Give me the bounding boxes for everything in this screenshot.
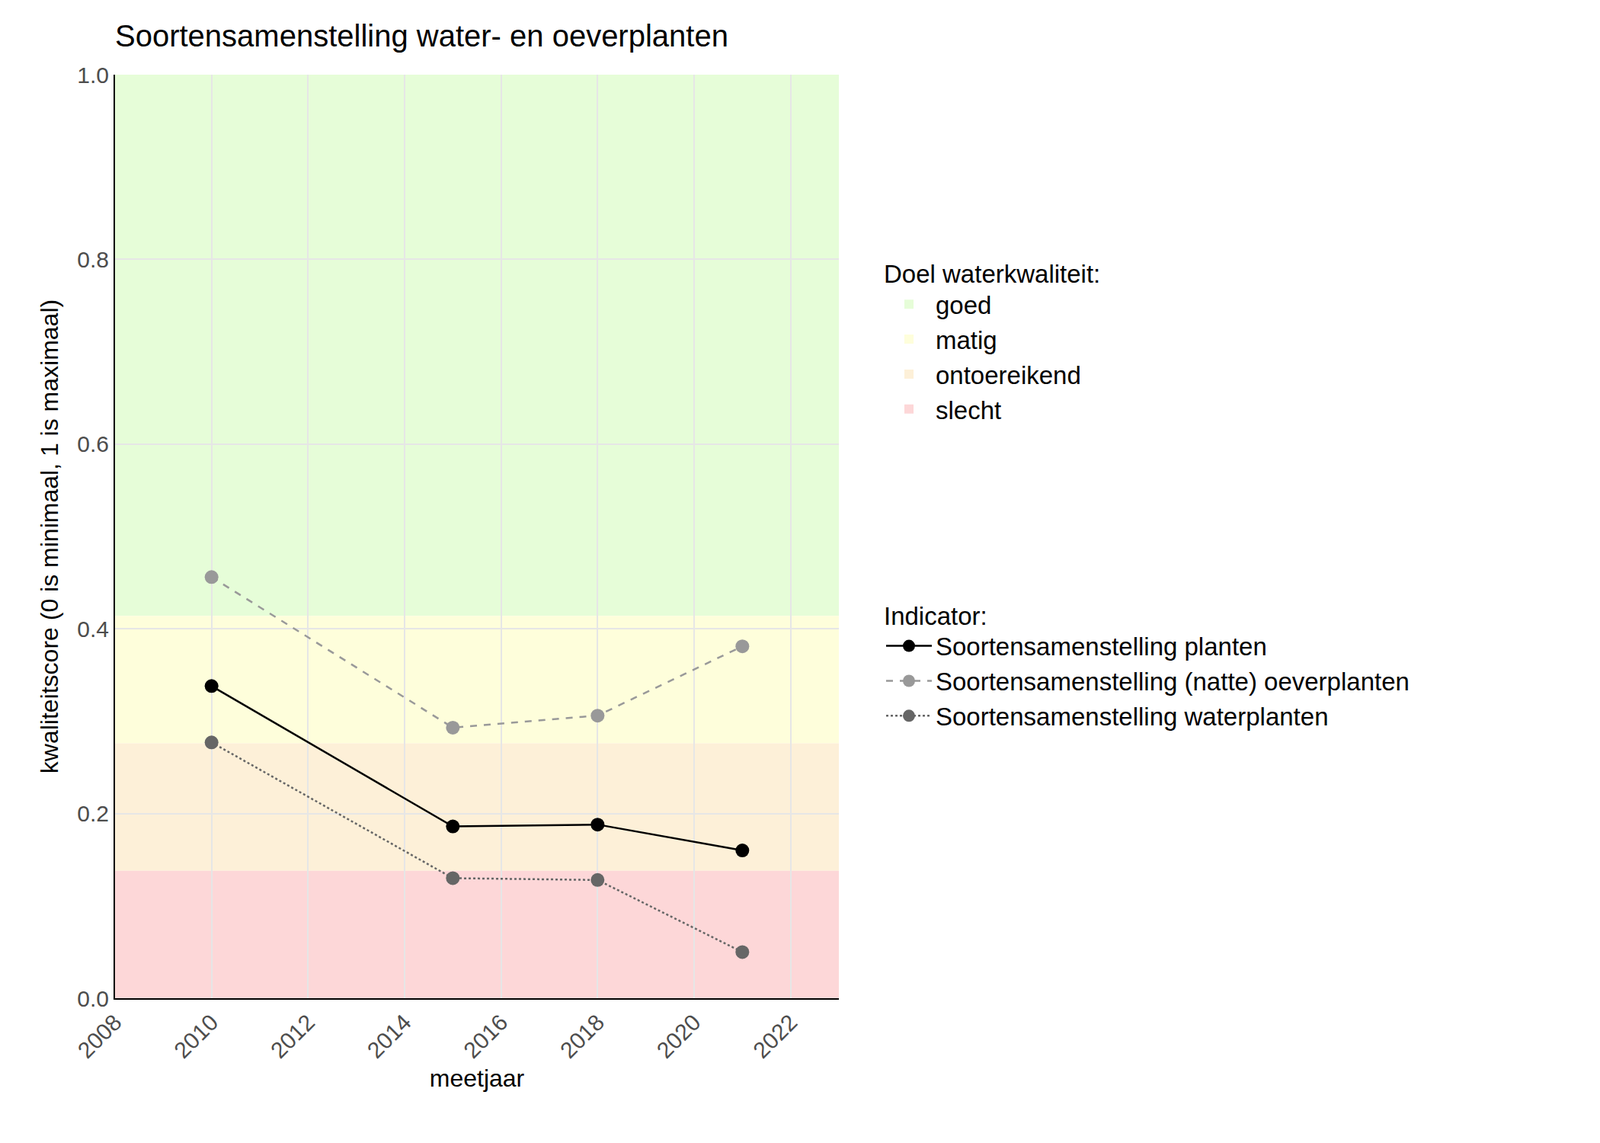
svg-text:slecht: slecht: [935, 396, 1002, 425]
svg-text:0.6: 0.6: [76, 431, 109, 457]
svg-text:2018: 2018: [555, 1009, 610, 1064]
svg-text:Soortensamenstelling (natte) o: Soortensamenstelling (natte) oeverplante…: [935, 667, 1410, 696]
svg-text:2010: 2010: [169, 1009, 224, 1064]
svg-text:ontoereikend: ontoereikend: [935, 361, 1082, 390]
svg-text:0.4: 0.4: [76, 616, 109, 642]
svg-text:2008: 2008: [72, 1009, 127, 1064]
svg-text:1.0: 1.0: [76, 62, 109, 88]
svg-text:goed: goed: [935, 291, 992, 320]
svg-text:2012: 2012: [265, 1009, 320, 1064]
svg-text:matig: matig: [935, 326, 998, 355]
svg-text:2022: 2022: [748, 1009, 803, 1064]
svg-text:0.0: 0.0: [76, 985, 109, 1012]
svg-text:Doel waterkwaliteit:: Doel waterkwaliteit:: [883, 259, 1101, 288]
svg-text:Soortensamenstelling waterplan: Soortensamenstelling waterplanten: [935, 702, 1328, 731]
svg-text:0.8: 0.8: [76, 246, 109, 272]
svg-text:2014: 2014: [361, 1009, 416, 1064]
svg-text:kwaliteitscore (0 is minimaal,: kwaliteitscore (0 is minimaal, 1 is maxi…: [35, 299, 64, 774]
svg-text:2020: 2020: [651, 1009, 706, 1064]
svg-text:meetjaar: meetjaar: [429, 1064, 525, 1092]
svg-text:Soortensamenstelling planten: Soortensamenstelling planten: [935, 632, 1268, 661]
svg-text:2016: 2016: [458, 1009, 513, 1064]
svg-text:Soortensamenstelling water- en: Soortensamenstelling water- en oeverplan…: [115, 19, 729, 53]
svg-text:0.2: 0.2: [76, 800, 109, 826]
svg-text:Indicator:: Indicator:: [883, 601, 988, 631]
